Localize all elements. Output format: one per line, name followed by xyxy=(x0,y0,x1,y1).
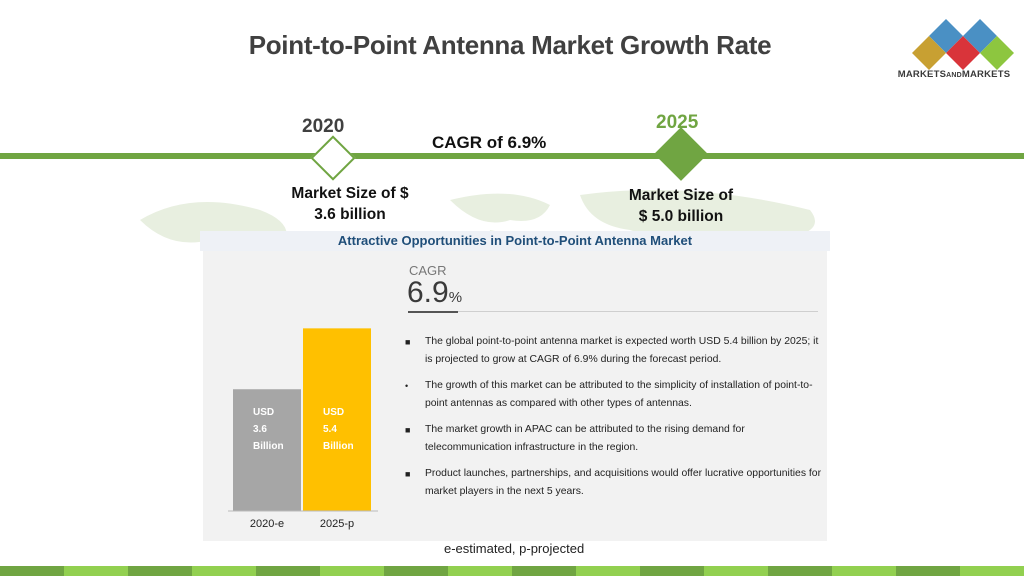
stripe-segment xyxy=(704,566,768,576)
panel-title: Attractive Opportunities in Point-to-Poi… xyxy=(200,231,830,251)
stripe-segment xyxy=(448,566,512,576)
start-year: 2020 xyxy=(302,116,345,137)
stripe-segment xyxy=(0,566,64,576)
bar-data-label: Billion xyxy=(323,441,354,452)
bar-data-label: USD xyxy=(323,407,344,418)
bar-2025-p xyxy=(303,328,371,511)
bar-data-label: Billion xyxy=(253,441,284,452)
footnote: e-estimated, p-projected xyxy=(444,541,585,556)
list-item: ■ Product launches, partnerships, and acq… xyxy=(405,465,825,501)
timeline-line xyxy=(0,153,1024,159)
bar-data-label: 5.4 xyxy=(323,424,337,435)
market-bar-chart: USD 3.6 Billion 2020-e USD 5.4 Billion 2025-p xyxy=(228,328,378,530)
stripe-segment xyxy=(256,566,320,576)
stripe-segment xyxy=(896,566,960,576)
category-label: 2020-e xyxy=(250,518,284,530)
bar-data-label: USD xyxy=(253,407,274,418)
bullet-list: ■ The global point-to-point antenna marke… xyxy=(405,333,825,509)
stripe-segment xyxy=(768,566,832,576)
stripe-segment xyxy=(64,566,128,576)
cagr-value: 6.9% xyxy=(407,276,463,309)
list-item: ■ The market growth in APAC can be attrib… xyxy=(405,421,825,457)
cagr-caption: CAGR xyxy=(409,263,447,278)
stripe-segment xyxy=(576,566,640,576)
opportunities-panel: Attractive Opportunities in Point-to-Poi… xyxy=(200,231,830,541)
logo-wordmark: MARKETSANDMARKETS xyxy=(897,69,1011,80)
stripe-segment xyxy=(512,566,576,576)
list-item: • The growth of this market can be attrib… xyxy=(405,377,825,413)
bar-2020-e xyxy=(233,389,301,511)
start-diamond-marker xyxy=(310,135,356,181)
page-title: Point-to-Point Antenna Market Growth Rat… xyxy=(248,30,772,60)
stripe-segment xyxy=(960,566,1024,576)
stripe-segment xyxy=(192,566,256,576)
markets-and-markets-logo xyxy=(912,19,1014,70)
start-market-size: Market Size of $ 3.6 billion xyxy=(291,185,409,223)
bullet-dot-icon: • xyxy=(405,381,409,391)
bar-data-label: 3.6 xyxy=(253,424,267,435)
list-item: ■ The global point-to-point antenna marke… xyxy=(405,333,825,369)
stripe-segment xyxy=(640,566,704,576)
bullet-square-icon: ■ xyxy=(405,469,411,479)
cagr-label: CAGR of 6.9% xyxy=(432,133,547,152)
cagr-underline xyxy=(408,311,458,313)
end-diamond-marker xyxy=(654,127,708,181)
category-label: 2025-p xyxy=(320,518,354,530)
cagr-divider xyxy=(458,311,818,312)
bottom-stripe xyxy=(0,566,1024,576)
bullet-square-icon: ■ xyxy=(405,337,411,347)
stripe-segment xyxy=(320,566,384,576)
bullet-square-icon: ■ xyxy=(405,425,411,435)
end-year: 2025 xyxy=(656,112,699,133)
stripe-segment xyxy=(832,566,896,576)
stripe-segment xyxy=(128,566,192,576)
end-market-size: Market Size of $ 5.0 billion xyxy=(628,187,734,225)
stripe-segment xyxy=(384,566,448,576)
